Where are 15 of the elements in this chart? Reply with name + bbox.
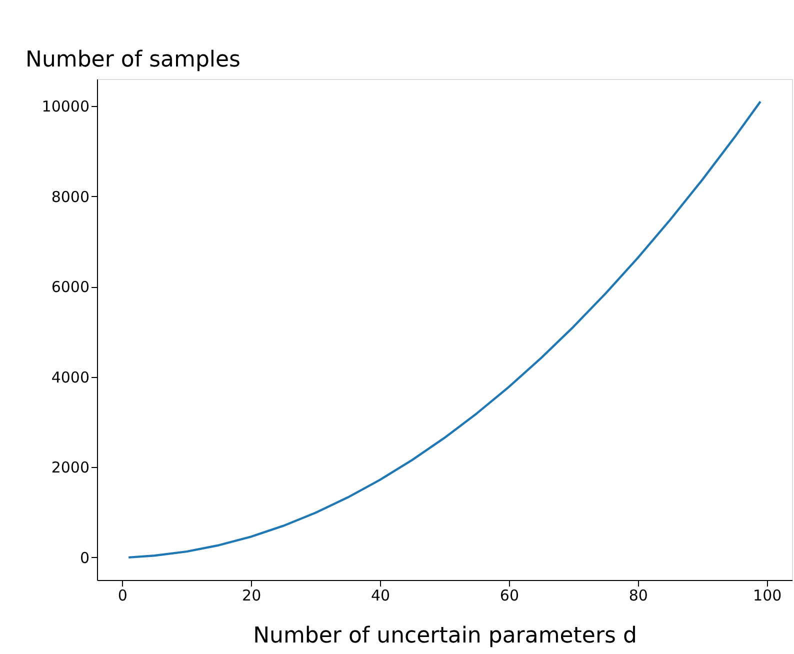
x-tick-label: 100 bbox=[753, 586, 782, 604]
y-tick-label: 6000 bbox=[51, 278, 90, 296]
y-tick-label: 10000 bbox=[42, 98, 90, 116]
line-series bbox=[127, 100, 762, 559]
x-tick-label: 20 bbox=[242, 586, 262, 604]
y-axis-title: Number of samples bbox=[26, 48, 241, 72]
x-tick-label: 0 bbox=[118, 586, 128, 604]
x-tick-label: 60 bbox=[500, 586, 520, 604]
x-tick-label: 40 bbox=[370, 586, 390, 604]
x-axis-title: Number of uncertain parameters d bbox=[253, 624, 637, 648]
y-tick-label: 4000 bbox=[51, 368, 90, 386]
y-tick-label: 8000 bbox=[51, 188, 90, 206]
x-tick-label: 80 bbox=[628, 586, 648, 604]
y-tick-label: 0 bbox=[80, 548, 90, 567]
y-tick-label: 2000 bbox=[51, 458, 90, 477]
